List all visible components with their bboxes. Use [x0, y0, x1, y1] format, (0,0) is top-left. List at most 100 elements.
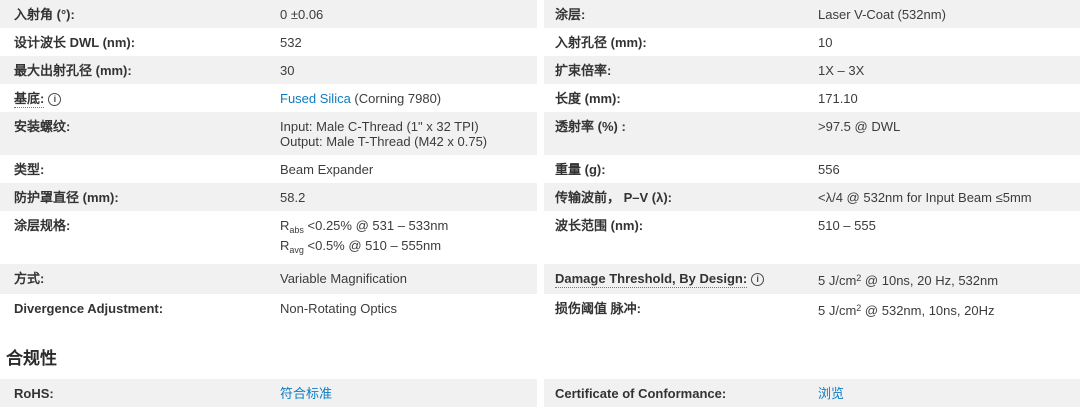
spec-value: 532 [280, 28, 537, 56]
spec-value-line: 10 [818, 35, 1072, 50]
spec-half-right: 扩束倍率: 1X – 3X [544, 56, 1080, 84]
spec-value: Rabs <0.25% @ 531 – 533nm Ravg <0.5% @ 51… [280, 211, 537, 264]
value-text: Laser V-Coat (532nm) [818, 7, 946, 22]
spec-label: 扩束倍率: [544, 56, 818, 84]
value-text: 510 – 555 [818, 218, 876, 233]
spec-value-line: >97.5 @ DWL [818, 119, 1072, 134]
spec-value-line: 浏览 [818, 386, 1072, 401]
spec-half-right: Certificate of Conformance: 浏览 [544, 379, 1080, 407]
spec-value-line: 171.10 [818, 91, 1072, 106]
value-text: Input: Male C-Thread (1" x 32 TPI) [280, 119, 479, 134]
spec-label-text: 设计波长 DWL (nm): [14, 35, 136, 50]
spec-label: 最大出射孔径 (mm): [0, 56, 280, 84]
info-icon[interactable]: i [751, 273, 765, 286]
compliance-table: RoHS: 符合标准 Certificate of Conformance: 浏览 [0, 379, 1080, 407]
value-text: 0 ±0.06 [280, 7, 324, 22]
spec-value: <λ/4 @ 532nm for Input Beam ≤5mm [818, 183, 1080, 211]
value-text: <0.5% @ 510 – 555nm [303, 238, 442, 253]
value-text: Variable Magnification [280, 271, 407, 286]
spec-label-text: 防护罩直径 (mm): [14, 190, 119, 205]
spec-label-text: 波长范围 (nm): [555, 218, 644, 233]
value-text: >97.5 @ DWL [818, 119, 901, 134]
spec-half-right: Damage Threshold, By Design: i 5 J/cm2 @ 1… [544, 264, 1080, 294]
spec-half-left: RoHS: 符合标准 [0, 379, 537, 407]
value-text: 5 J/cm [818, 303, 857, 318]
spec-value-line: Non-Rotating Optics [280, 301, 529, 316]
value-text: Non-Rotating Optics [280, 301, 398, 316]
spec-value-line: Laser V-Coat (532nm) [818, 7, 1072, 22]
spec-row: 基底: i Fused Silica (Corning 7980) 长度 (mm): 1… [0, 84, 1080, 112]
spec-label: Damage Threshold, By Design: i [544, 264, 818, 292]
spec-label-text: 透射率 (%) : [555, 119, 626, 134]
spec-label: 透射率 (%) : [544, 112, 818, 140]
spec-value-line: 0 ±0.06 [280, 7, 529, 22]
spec-label: 损伤阈值 脉冲: [544, 294, 818, 322]
spec-half-right: 损伤阈值 脉冲: 5 J/cm2 @ 532nm, 10ns, 20Hz [544, 294, 1080, 324]
spec-value: Fused Silica (Corning 7980) [280, 84, 537, 112]
spec-value-line: 30 [280, 63, 529, 78]
spec-value: 10 [818, 28, 1080, 56]
spec-value: Laser V-Coat (532nm) [818, 0, 1080, 28]
value-text: 10 [818, 35, 833, 50]
spec-half-left: 最大出射孔径 (mm): 30 [0, 56, 537, 84]
spec-row: 方式: Variable Magnification Damage Threshol… [0, 264, 1080, 294]
spec-value-line: 符合标准 [280, 386, 529, 401]
spec-label: 波长范围 (nm): [544, 211, 818, 239]
spec-label-text: 安装螺纹: [14, 119, 71, 134]
value-link[interactable]: 浏览 [818, 386, 845, 401]
value-text: Beam Expander [280, 162, 374, 177]
value-link[interactable]: Fused Silica [280, 91, 351, 106]
spec-value-line: Fused Silica (Corning 7980) [280, 91, 529, 106]
spec-label: 涂层: [544, 0, 818, 28]
spec-value-line: Beam Expander [280, 162, 529, 177]
spec-half-left: 设计波长 DWL (nm): 532 [0, 28, 537, 56]
spec-half-right: 入射孔径 (mm): 10 [544, 28, 1080, 56]
subscript-text: abs [289, 225, 304, 235]
spec-value: >97.5 @ DWL [818, 112, 1080, 140]
spec-label-text: 传输波前， P–V (λ): [555, 190, 673, 205]
spec-row: 类型: Beam Expander 重量 (g): 556 [0, 155, 1080, 183]
spec-value-line: Ravg <0.5% @ 510 – 555nm [280, 238, 529, 258]
value-text: <λ/4 @ 532nm for Input Beam ≤5mm [818, 190, 1032, 205]
spec-value-line: 532 [280, 35, 529, 50]
spec-half-right: 重量 (g): 556 [544, 155, 1080, 183]
spec-value: 1X – 3X [818, 56, 1080, 84]
spec-value-line: 5 J/cm2 @ 532nm, 10ns, 20Hz [818, 301, 1072, 318]
info-icon[interactable]: i [48, 93, 62, 106]
spec-value: 58.2 [280, 183, 537, 211]
spec-value-line: 556 [818, 162, 1072, 177]
spec-value: 5 J/cm2 @ 532nm, 10ns, 20Hz [818, 294, 1080, 324]
spec-label-text[interactable]: Damage Threshold, By Design: [555, 271, 748, 288]
value-text: 30 [280, 63, 295, 78]
spec-value: 符合标准 [280, 379, 537, 407]
spec-value: 30 [280, 56, 537, 84]
spec-half-right: 传输波前， P–V (λ): <λ/4 @ 532nm for Input Bea… [544, 183, 1080, 211]
spec-half-right: 长度 (mm): 171.10 [544, 84, 1080, 112]
spec-label-text: 类型: [14, 162, 45, 177]
spec-half-left: 入射角 (°): 0 ±0.06 [0, 0, 537, 28]
spec-value-line: 58.2 [280, 190, 529, 205]
spec-label: 长度 (mm): [544, 84, 818, 112]
spec-label: 防护罩直径 (mm): [0, 183, 280, 211]
spec-label-text[interactable]: 基底: [14, 91, 45, 108]
spec-label: 入射角 (°): [0, 0, 280, 28]
value-text: @ 10ns, 20 Hz, 532nm [861, 273, 999, 288]
spec-label: 传输波前， P–V (λ): [544, 183, 818, 211]
spec-label-text: 扩束倍率: [555, 63, 612, 78]
spec-label-text: RoHS: [14, 386, 54, 401]
spec-row: 设计波长 DWL (nm): 532 入射孔径 (mm): 10 [0, 28, 1080, 56]
spec-label: 方式: [0, 264, 280, 292]
spec-label: 安装螺纹: [0, 112, 280, 140]
value-link[interactable]: 符合标准 [280, 386, 333, 401]
spec-label-text: 最大出射孔径 (mm): [14, 63, 132, 78]
spec-label: 重量 (g): [544, 155, 818, 183]
spec-half-left: 方式: Variable Magnification [0, 264, 537, 294]
spec-value: 510 – 555 [818, 211, 1080, 239]
value-text: @ 532nm, 10ns, 20Hz [861, 303, 995, 318]
spec-label-text: 损伤阈值 脉冲: [555, 301, 641, 316]
value-text: (Corning 7980) [350, 91, 442, 106]
spec-label-text: 重量 (g): [555, 162, 606, 177]
spec-value-line: Output: Male T-Thread (M42 x 0.75) [280, 134, 529, 149]
spec-row: Divergence Adjustment: Non-Rotating Optic… [0, 294, 1080, 324]
value-text: 171.10 [818, 91, 858, 106]
